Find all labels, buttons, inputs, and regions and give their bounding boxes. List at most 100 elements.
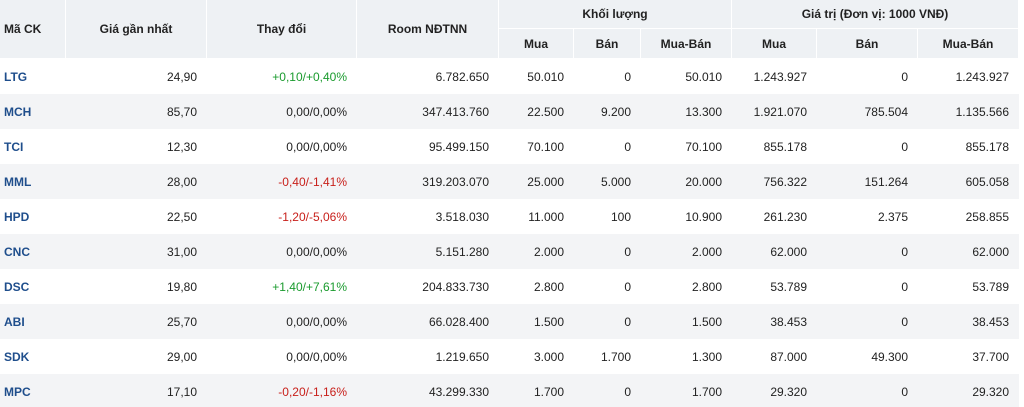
foreign-room-cell: 1.219.650 [357, 339, 499, 374]
foreign-room-cell: 319.203.070 [357, 164, 499, 199]
table-row[interactable]: DSC 19,80 +1,40/+7,61% 204.833.730 2.800 0 2.8… [0, 269, 1020, 304]
table-row[interactable]: MPC 17,10 -0,20/-1,16% 43.299.330 1.700 0 1.70… [0, 374, 1020, 407]
table-row[interactable]: CNC 31,00 0,00/0,00% 5.151.280 2.000 0 2.000 62… [0, 234, 1020, 269]
value-buy-cell: 1.921.070 [732, 94, 818, 129]
stock-code-cell[interactable]: ABI [0, 304, 66, 339]
value-net-cell: 29.320 [918, 374, 1020, 407]
change-cell: 0,00/0,00% [207, 339, 357, 374]
volume-buy-cell: 2.000 [499, 234, 574, 269]
volume-buy-cell: 22.500 [499, 94, 574, 129]
header-last-price[interactable]: Giá gần nhất [66, 0, 207, 59]
last-price-cell: 22,50 [66, 199, 207, 234]
header-volume-buy[interactable]: Mua [499, 29, 574, 59]
table-row[interactable]: MCH 85,70 0,00/0,00% 347.413.760 22.500 9.200… [0, 94, 1020, 129]
last-price-cell: 25,70 [66, 304, 207, 339]
volume-buy-cell: 2.800 [499, 269, 574, 304]
stock-code-cell[interactable]: CNC [0, 234, 66, 269]
stock-code-cell[interactable]: SDK [0, 339, 66, 374]
last-price-cell: 17,10 [66, 374, 207, 407]
table-body: LTG 24,90 +0,10/+0,40% 6.782.650 50.010 0 50.0… [0, 59, 1020, 407]
header-volume-sell[interactable]: Bán [574, 29, 641, 59]
value-net-cell: 258.855 [918, 199, 1020, 234]
last-price-cell: 28,00 [66, 164, 207, 199]
table-row[interactable]: HPD 22,50 -1,20/-5,06% 3.518.030 11.000 100 10… [0, 199, 1020, 234]
value-buy-cell: 29.320 [732, 374, 818, 407]
value-net-cell: 37.700 [918, 339, 1020, 374]
value-buy-cell: 1.243.927 [732, 59, 818, 94]
value-sell-cell: 785.504 [817, 94, 919, 129]
change-cell: -0,20/-1,16% [207, 374, 357, 407]
change-cell: 0,00/0,00% [207, 234, 357, 269]
volume-sell-cell: 5.000 [574, 164, 641, 199]
foreign-room-cell: 95.499.150 [357, 129, 499, 164]
value-sell-cell: 0 [817, 374, 919, 407]
value-buy-cell: 261.230 [732, 199, 818, 234]
volume-sell-cell: 0 [574, 129, 641, 164]
header-room[interactable]: Room NĐTNN [357, 0, 499, 59]
volume-net-cell: 13.300 [641, 94, 733, 129]
volume-net-cell: 50.010 [641, 59, 733, 94]
volume-sell-cell: 9.200 [574, 94, 641, 129]
last-price-cell: 19,80 [66, 269, 207, 304]
value-buy-cell: 855.178 [732, 129, 818, 164]
header-value-group: Giá trị (Đơn vị: 1000 VNĐ) [732, 0, 1020, 29]
volume-buy-cell: 1.500 [499, 304, 574, 339]
stock-code-cell[interactable]: MPC [0, 374, 66, 407]
header-change[interactable]: Thay đổi [207, 0, 357, 59]
header-value-buy[interactable]: Mua [732, 29, 818, 59]
change-cell: +0,10/+0,40% [207, 59, 357, 94]
volume-net-cell: 70.100 [641, 129, 733, 164]
foreign-room-cell: 204.833.730 [357, 269, 499, 304]
stock-code-cell[interactable]: MML [0, 164, 66, 199]
value-sell-cell: 0 [817, 269, 919, 304]
foreign-room-cell: 6.782.650 [357, 59, 499, 94]
change-cell: 0,00/0,00% [207, 304, 357, 339]
value-net-cell: 1.135.566 [918, 94, 1020, 129]
header-value-net[interactable]: Mua-Bán [918, 29, 1020, 59]
foreign-room-cell: 347.413.760 [357, 94, 499, 129]
value-net-cell: 1.243.927 [918, 59, 1020, 94]
stock-code-cell[interactable]: LTG [0, 59, 66, 94]
table-row[interactable]: MML 28,00 -0,40/-1,41% 319.203.070 25.000 5.0… [0, 164, 1020, 199]
volume-buy-cell: 1.700 [499, 374, 574, 407]
foreign-room-cell: 5.151.280 [357, 234, 499, 269]
value-sell-cell: 0 [817, 304, 919, 339]
value-sell-cell: 0 [817, 129, 919, 164]
header-volume-net[interactable]: Mua-Bán [641, 29, 733, 59]
change-cell: +1,40/+7,61% [207, 269, 357, 304]
volume-sell-cell: 0 [574, 234, 641, 269]
table-row[interactable]: SDK 29,00 0,00/0,00% 1.219.650 3.000 1.700 1.3… [0, 339, 1020, 374]
last-price-cell: 12,30 [66, 129, 207, 164]
volume-net-cell: 10.900 [641, 199, 733, 234]
table-row[interactable]: TCI 12,30 0,00/0,00% 95.499.150 70.100 0 70.10… [0, 129, 1020, 164]
volume-net-cell: 1.700 [641, 374, 733, 407]
stock-code-cell[interactable]: TCI [0, 129, 66, 164]
stock-code-cell[interactable]: DSC [0, 269, 66, 304]
value-net-cell: 62.000 [918, 234, 1020, 269]
header-volume-group: Khối lượng [499, 0, 733, 29]
value-sell-cell: 151.264 [817, 164, 919, 199]
value-net-cell: 605.058 [918, 164, 1020, 199]
table-row[interactable]: ABI 25,70 0,00/0,00% 66.028.400 1.500 0 1.500 3… [0, 304, 1020, 339]
volume-sell-cell: 1.700 [574, 339, 641, 374]
value-buy-cell: 62.000 [732, 234, 818, 269]
change-cell: 0,00/0,00% [207, 129, 357, 164]
stock-code-cell[interactable]: MCH [0, 94, 66, 129]
table-row[interactable]: LTG 24,90 +0,10/+0,40% 6.782.650 50.010 0 50.0… [0, 59, 1020, 94]
volume-sell-cell: 0 [574, 304, 641, 339]
volume-buy-cell: 11.000 [499, 199, 574, 234]
value-sell-cell: 2.375 [817, 199, 919, 234]
volume-sell-cell: 100 [574, 199, 641, 234]
value-net-cell: 53.789 [918, 269, 1020, 304]
header-value-sell[interactable]: Bán [817, 29, 919, 59]
header-code[interactable]: Mã CK [0, 0, 66, 59]
change-cell: -0,40/-1,41% [207, 164, 357, 199]
volume-net-cell: 2.000 [641, 234, 733, 269]
stock-code-cell[interactable]: HPD [0, 199, 66, 234]
volume-sell-cell: 0 [574, 374, 641, 407]
volume-sell-cell: 0 [574, 269, 641, 304]
last-price-cell: 29,00 [66, 339, 207, 374]
value-sell-cell: 0 [817, 59, 919, 94]
volume-net-cell: 1.300 [641, 339, 733, 374]
